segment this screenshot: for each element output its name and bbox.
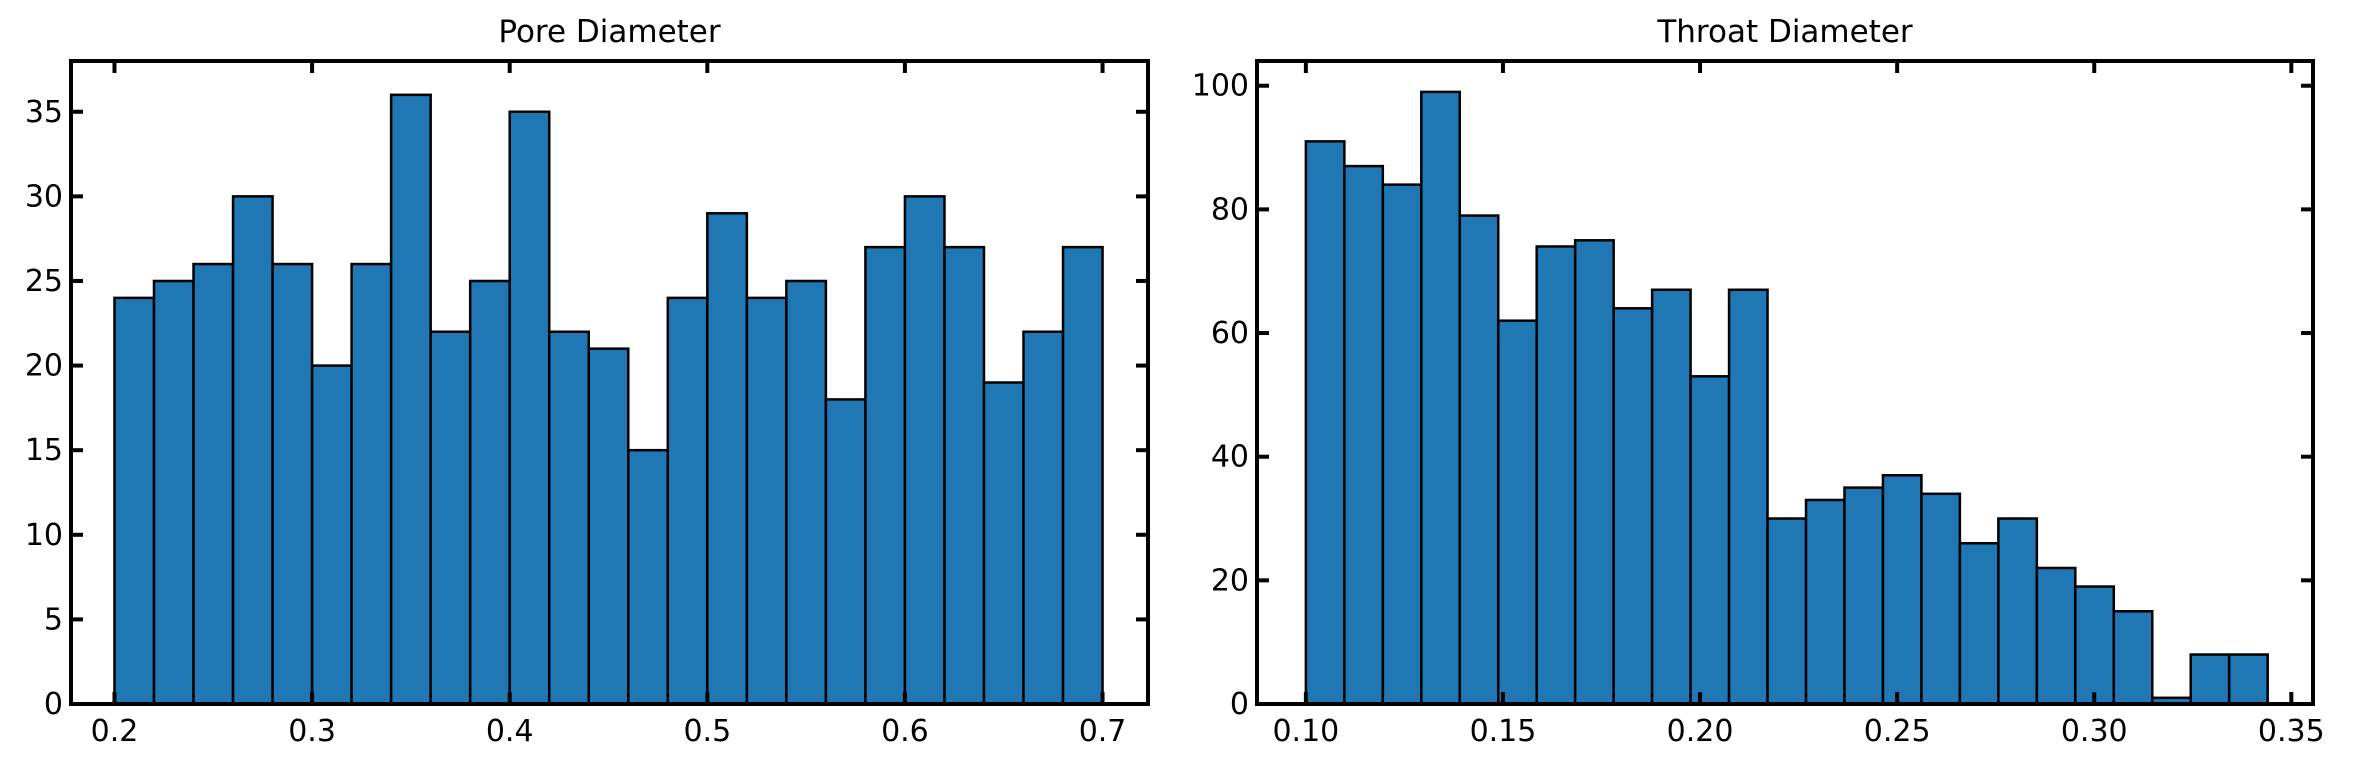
pore-diameter-x-tick-label: 0.4 (486, 714, 534, 749)
pore-diameter-bar (903, 195, 946, 706)
throat-diameter-x-tick-label: 0.10 (1272, 714, 1339, 749)
throat-diameter-bar (2227, 653, 2269, 706)
throat-diameter-bar (2189, 653, 2231, 706)
pore-diameter-bar (1022, 330, 1065, 706)
pore-diameter-y-tick-label: 5 (44, 602, 63, 637)
throat-diameter-bar (1727, 288, 1769, 706)
pore-diameter-y-tick-label: 10 (25, 518, 63, 553)
pore-diameter-bar (864, 245, 907, 706)
pore-diameter-bar (508, 110, 551, 706)
pore-diameter-y-tick-label: 30 (25, 179, 63, 214)
pore-diameter-axes-frame (69, 59, 1150, 706)
pore-diameter-x-tick-label: 0.7 (1079, 714, 1127, 749)
pore-diameter-title: Pore Diameter (498, 14, 721, 50)
throat-diameter-y-tick-label: 100 (1192, 69, 1249, 104)
pore-diameter-y-tick-label: 25 (25, 264, 63, 299)
throat-diameter-bar (1381, 183, 1423, 706)
throat-diameter-bar (1689, 375, 1731, 706)
pore-diameter-x-tick-label: 0.3 (288, 714, 336, 749)
pore-diameter-bar (547, 330, 591, 706)
pore-diameter-bar (1061, 245, 1104, 706)
throat-diameter-bar (1612, 307, 1654, 706)
throat-diameter-y-tick-label: 0 (1230, 687, 1249, 722)
throat-diameter-y-tick-label: 20 (1211, 563, 1249, 598)
throat-diameter-bar (2112, 610, 2154, 706)
pore-diameter-x-tick-label: 0.2 (91, 714, 139, 749)
pore-diameter-y-tick-label: 35 (25, 95, 63, 130)
pore-diameter-x-tick-label: 0.5 (683, 714, 731, 749)
pore-diameter-bar (152, 279, 195, 706)
pore-diameter-panel: 0.2 0.3 0.4 0.5 0.6 0.7 0 5 10 15 20 25 30 35 Pore Di… (25, 14, 1150, 749)
pore-diameter-bar (627, 448, 670, 706)
pore-diameter-bar (310, 364, 353, 706)
pore-diameter-bar (943, 245, 986, 706)
pore-diameter-bar (231, 195, 274, 706)
pore-diameter-x-tick-label: 0.6 (881, 714, 929, 749)
throat-diameter-axes-frame (1255, 59, 2315, 706)
throat-diameter-bar (1958, 542, 2000, 706)
pore-diameter-bar (468, 279, 511, 706)
throat-diameter-bar (1304, 140, 1346, 706)
throat-diameter-y-tick-label: 80 (1211, 192, 1249, 227)
throat-diameter-bar (1650, 288, 1692, 706)
throat-diameter-bar (1343, 164, 1385, 706)
pore-diameter-bar (192, 262, 235, 706)
pore-diameter-bar (389, 93, 432, 706)
pore-diameter-y-tick-label: 20 (25, 349, 63, 384)
throat-diameter-bar (1843, 486, 1885, 706)
pore-diameter-bar (666, 296, 709, 706)
throat-diameter-x-tick-label: 0.30 (2061, 714, 2128, 749)
throat-diameter-x-tick-label: 0.35 (2258, 714, 2325, 749)
pore-diameter-bar (982, 381, 1025, 706)
throat-diameter-bar (1458, 214, 1500, 706)
pore-diameter-bar (429, 330, 472, 706)
pore-diameter-ticks: 0.2 0.3 0.4 0.5 0.6 0.7 0 5 10 15 20 25 30 35 (25, 61, 1148, 749)
pore-diameter-y-tick-label: 0 (44, 687, 63, 722)
pore-diameter-bar (271, 262, 314, 706)
throat-diameter-x-tick-label: 0.20 (1667, 714, 1734, 749)
pore-diameter-bar (745, 296, 788, 706)
throat-diameter-x-tick-label: 0.25 (1864, 714, 1931, 749)
throat-diameter-bar (2074, 585, 2116, 706)
throat-diameter-panel: 0.10 0.15 0.20 0.25 0.30 0.35 0 20 40 60 80 100 Thr… (1192, 14, 2325, 749)
throat-diameter-y-tick-label: 40 (1211, 440, 1249, 475)
pore-diameter-bars (113, 93, 1104, 706)
throat-diameter-bar (1420, 90, 1462, 706)
throat-diameter-y-tick-label: 60 (1211, 316, 1249, 351)
throat-diameter-bar (1535, 245, 1577, 706)
pore-diameter-y-tick-label: 15 (25, 433, 63, 468)
throat-diameter-bar (1804, 498, 1846, 706)
throat-diameter-bars (1304, 90, 2269, 706)
throat-diameter-bar (1573, 239, 1615, 706)
throat-diameter-bar (1997, 517, 2039, 706)
pore-diameter-bar (113, 296, 156, 706)
throat-diameter-x-tick-label: 0.15 (1470, 714, 1537, 749)
pore-diameter-bar (706, 212, 749, 706)
throat-diameter-bar (1920, 492, 1962, 706)
pore-diameter-bar (587, 347, 630, 706)
throat-diameter-bar (1496, 319, 1538, 706)
pore-diameter-bar (824, 398, 867, 706)
throat-diameter-bar (1766, 517, 1808, 706)
pore-diameter-bar (350, 262, 393, 706)
throat-diameter-title: Throat Diameter (1656, 14, 1913, 50)
throat-diameter-bar (2035, 566, 2077, 706)
pore-diameter-bar (785, 279, 828, 706)
throat-diameter-bar (1881, 473, 1923, 706)
